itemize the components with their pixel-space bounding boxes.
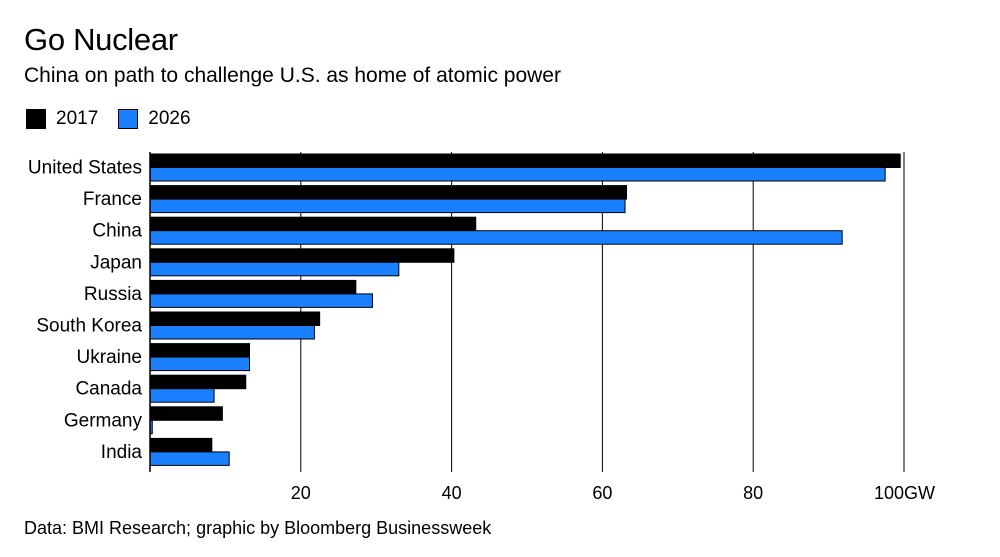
chart-title: Go Nuclear [24, 22, 178, 57]
bar-india-2017 [149, 437, 213, 453]
legend-label-2017: 2017 [56, 108, 99, 129]
category-label-china: China [92, 221, 142, 242]
bar-south-korea-2026 [149, 325, 315, 340]
chart-subtitle: China on path to challenge U.S. as home … [24, 64, 561, 87]
bar-ukraine-2026 [149, 356, 251, 372]
bar-china-2017 [149, 216, 477, 232]
source-note: Data: BMI Research; graphic by Bloomberg… [24, 518, 492, 538]
legend-label-2026: 2026 [148, 108, 191, 129]
category-label-ukraine: Ukraine [77, 347, 142, 368]
category-label-india: India [101, 442, 143, 463]
bar-united-states-2017 [149, 153, 901, 168]
legend-swatch-2026 [118, 109, 139, 129]
bar-china-2026 [149, 230, 843, 245]
bar-united-states-2026 [149, 167, 886, 182]
category-label-france: France [83, 189, 142, 210]
legend-swatch-2017 [26, 109, 46, 129]
bar-canada-2026 [149, 388, 215, 403]
category-label-germany: Germany [64, 410, 143, 431]
category-label-russia: Russia [84, 284, 143, 305]
category-label-canada: Canada [75, 379, 142, 400]
x-tick-label-60: 60 [592, 483, 612, 503]
bar-russia-2026 [149, 293, 373, 308]
legend-item-2017: 2017 [26, 108, 98, 130]
bar-france-2026 [149, 198, 626, 214]
category-label-japan: Japan [90, 252, 142, 273]
category-label-south-korea: South Korea [36, 316, 142, 337]
x-tick-label-80: 80 [743, 483, 763, 503]
legend: 2017 2026 [26, 108, 211, 130]
category-label-united-states: United States [28, 158, 142, 179]
x-tick-label-100: 100GW [874, 483, 935, 503]
x-tick-label-20: 20 [291, 483, 311, 503]
bar-russia-2017 [149, 279, 357, 295]
x-tick-label-40: 40 [442, 483, 462, 503]
legend-item-2026: 2026 [118, 108, 191, 130]
bar-south-korea-2017 [149, 311, 321, 326]
bar-india-2026 [149, 451, 230, 466]
bar-ukraine-2017 [149, 343, 251, 358]
bar-japan-2017 [149, 248, 455, 263]
bar-germany-2017 [149, 406, 223, 421]
bar-japan-2026 [149, 261, 400, 277]
bar-canada-2017 [149, 374, 247, 390]
bar-france-2017 [149, 185, 628, 200]
